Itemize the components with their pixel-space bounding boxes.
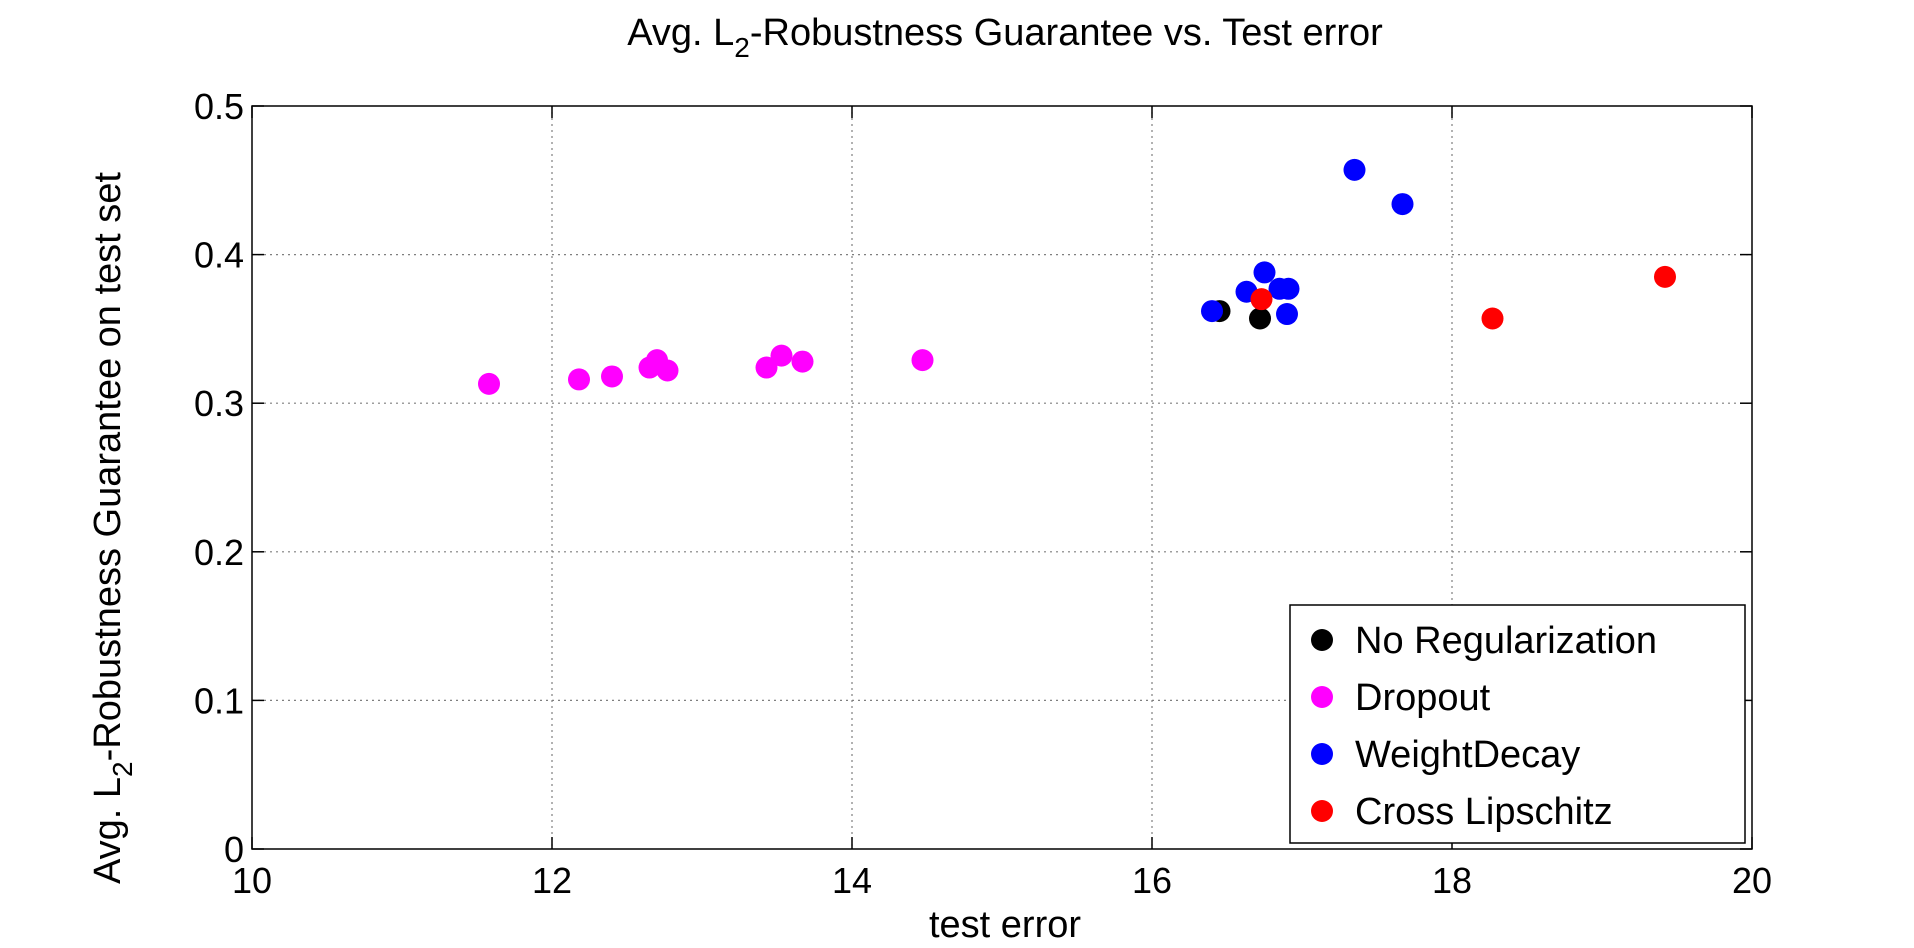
data-point — [770, 344, 793, 367]
data-point — [1249, 307, 1271, 330]
y-axis-label-subscript: 2 — [107, 761, 138, 777]
data-point — [568, 368, 590, 391]
y-tick-label: 0 — [224, 829, 244, 870]
y-tick-label: 0.1 — [194, 680, 244, 721]
data-point — [911, 349, 934, 372]
data-point — [656, 359, 679, 382]
y-tick-label: 0.4 — [194, 235, 244, 276]
data-point — [1253, 261, 1276, 284]
data-point — [1201, 300, 1223, 323]
x-tick-label: 16 — [1132, 860, 1172, 901]
chart-title-prefix: Avg. L — [627, 12, 734, 54]
data-point — [478, 372, 500, 395]
data-point — [755, 356, 778, 379]
y-axis-label-suffix: -Robustness Guarantee on test set — [87, 172, 129, 762]
legend-marker — [1311, 743, 1333, 765]
data-point — [1276, 303, 1298, 326]
series-dropout — [478, 344, 934, 395]
y-tick-label: 0.2 — [194, 532, 244, 573]
chart-title-suffix: -Robustness Guarantee vs. Test error — [750, 12, 1383, 54]
data-point — [1654, 265, 1676, 288]
x-tick-label: 10 — [232, 860, 272, 901]
y-tick-label: 0.5 — [194, 86, 244, 127]
legend-box — [1289, 604, 1746, 844]
data-point — [1277, 277, 1300, 300]
tick-layer: 10 12 14 16 18 20 0 0.1 0.2 0.3 0.4 0.5 — [194, 86, 1772, 901]
series-weightdecay — [1201, 158, 1414, 326]
legend-label: No Regularization — [1355, 620, 1657, 662]
legend-marker — [1311, 686, 1333, 708]
y-axis-label-prefix: Avg. L — [87, 777, 129, 884]
data-point — [1481, 307, 1504, 330]
legend-label: Dropout — [1355, 677, 1491, 719]
series-cross-lipschitz — [1250, 265, 1676, 330]
chart-title: Avg. L2-Robustness Guarantee vs. Test er… — [627, 12, 1383, 63]
data-points — [478, 158, 1676, 395]
y-tick-label: 0.3 — [194, 383, 244, 424]
data-point — [1343, 158, 1366, 181]
legend-label: WeightDecay — [1355, 734, 1580, 776]
data-point — [1391, 193, 1414, 216]
legend-marker — [1311, 629, 1333, 651]
x-axis-label: test error — [929, 904, 1081, 946]
x-tick-label: 12 — [532, 860, 572, 901]
legend-label: Cross Lipschitz — [1355, 791, 1613, 833]
x-tick-label: 14 — [832, 860, 872, 901]
legend-items: No Regularization Dropout WeightDecay Cross… — [1311, 620, 1657, 833]
legend: No Regularization Dropout WeightDecay Cross… — [1289, 604, 1746, 844]
data-point — [791, 350, 814, 373]
legend-marker — [1311, 800, 1333, 822]
plot-area-frame — [251, 105, 1753, 850]
data-point — [601, 365, 623, 388]
data-point — [1250, 288, 1273, 311]
y-axis-label: Avg. L2-Robustness Guarantee on test set — [87, 172, 138, 884]
chart-title-subscript: 2 — [734, 32, 750, 63]
x-tick-label: 18 — [1432, 860, 1472, 901]
x-tick-label: 20 — [1732, 860, 1772, 901]
